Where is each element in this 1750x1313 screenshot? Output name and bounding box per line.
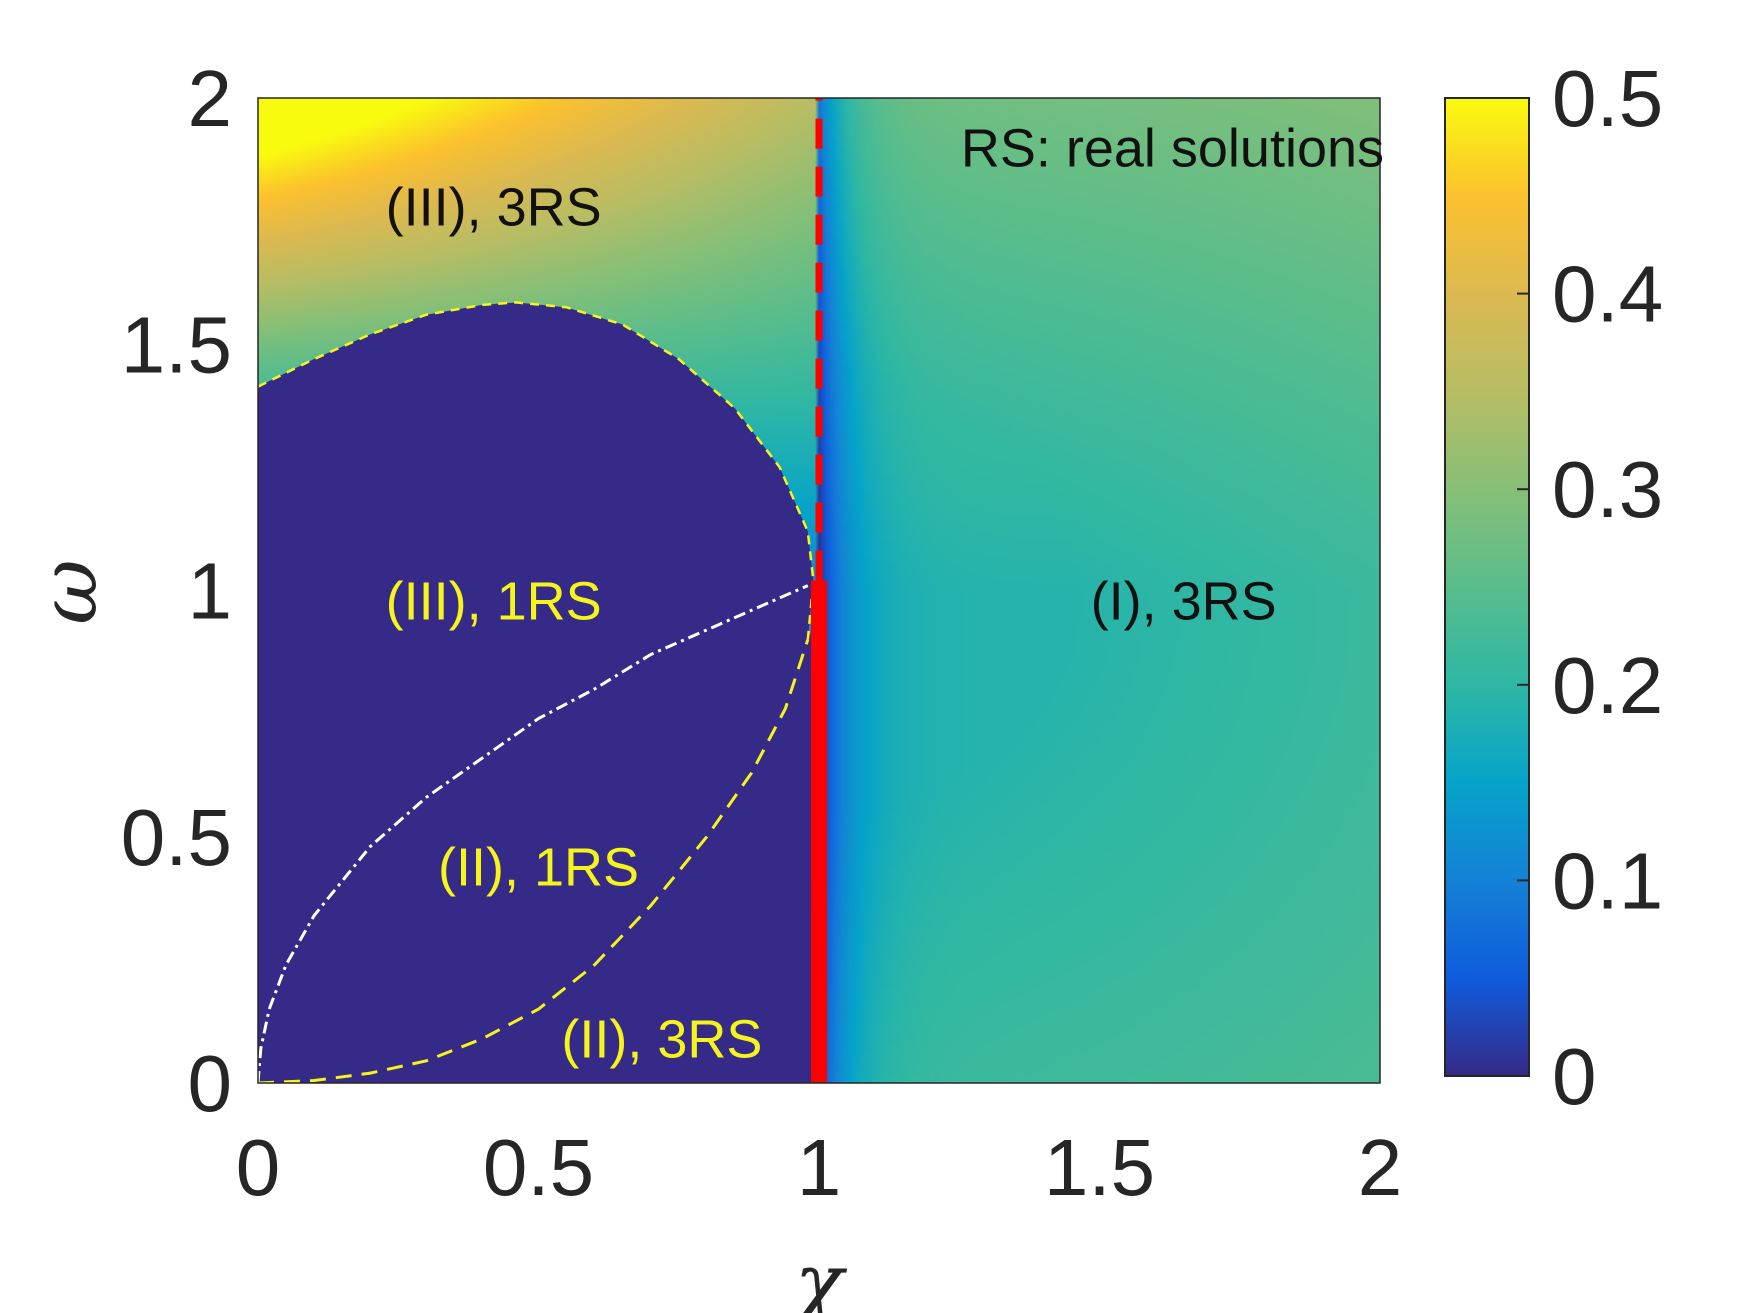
region-annotation: (II), 3RS — [561, 1010, 762, 1070]
colorbar-tick-label: 0.2 — [1552, 641, 1663, 730]
region-annotation: (I), 3RS — [1091, 571, 1277, 631]
x-axis-label: χ — [790, 1236, 848, 1313]
colorbar-tick-label: 0.5 — [1552, 54, 1663, 143]
region-annotation: (III), 1RS — [386, 571, 602, 631]
y-tick-label: 2 — [188, 54, 233, 143]
colorbar-tick-label: 0.4 — [1552, 250, 1663, 339]
x-tick-label: 0.5 — [483, 1123, 594, 1212]
x-tick-label: 1 — [797, 1123, 842, 1212]
y-axis-label: ω — [22, 559, 115, 624]
region-annotation: (III), 3RS — [386, 177, 602, 237]
dark-region — [258, 302, 819, 1083]
colorbar — [1444, 97, 1530, 1077]
y-tick-label: 0.5 — [121, 793, 232, 882]
colorbar-tick-label: 0 — [1552, 1032, 1597, 1121]
plot-frame — [257, 97, 1381, 1084]
lower-boundary-dashed-curve — [258, 639, 810, 1083]
x-tick-label: 0 — [236, 1123, 281, 1212]
y-tick-label: 1 — [188, 547, 233, 636]
dashdot-boundary-curve — [258, 584, 809, 1083]
colorbar-tick-label: 0.3 — [1552, 445, 1663, 534]
region-annotation: RS: real solutions — [961, 118, 1384, 178]
y-tick-label: 1.5 — [121, 300, 232, 389]
region-annotation: (II), 1RS — [438, 837, 639, 897]
x-tick-label: 1.5 — [1044, 1123, 1155, 1212]
upper-boundary-dashed-curve — [258, 301, 815, 640]
x-tick-label: 2 — [1358, 1123, 1403, 1212]
y-tick-label: 0 — [188, 1039, 233, 1128]
colorbar-tick-label: 0.1 — [1552, 836, 1663, 925]
